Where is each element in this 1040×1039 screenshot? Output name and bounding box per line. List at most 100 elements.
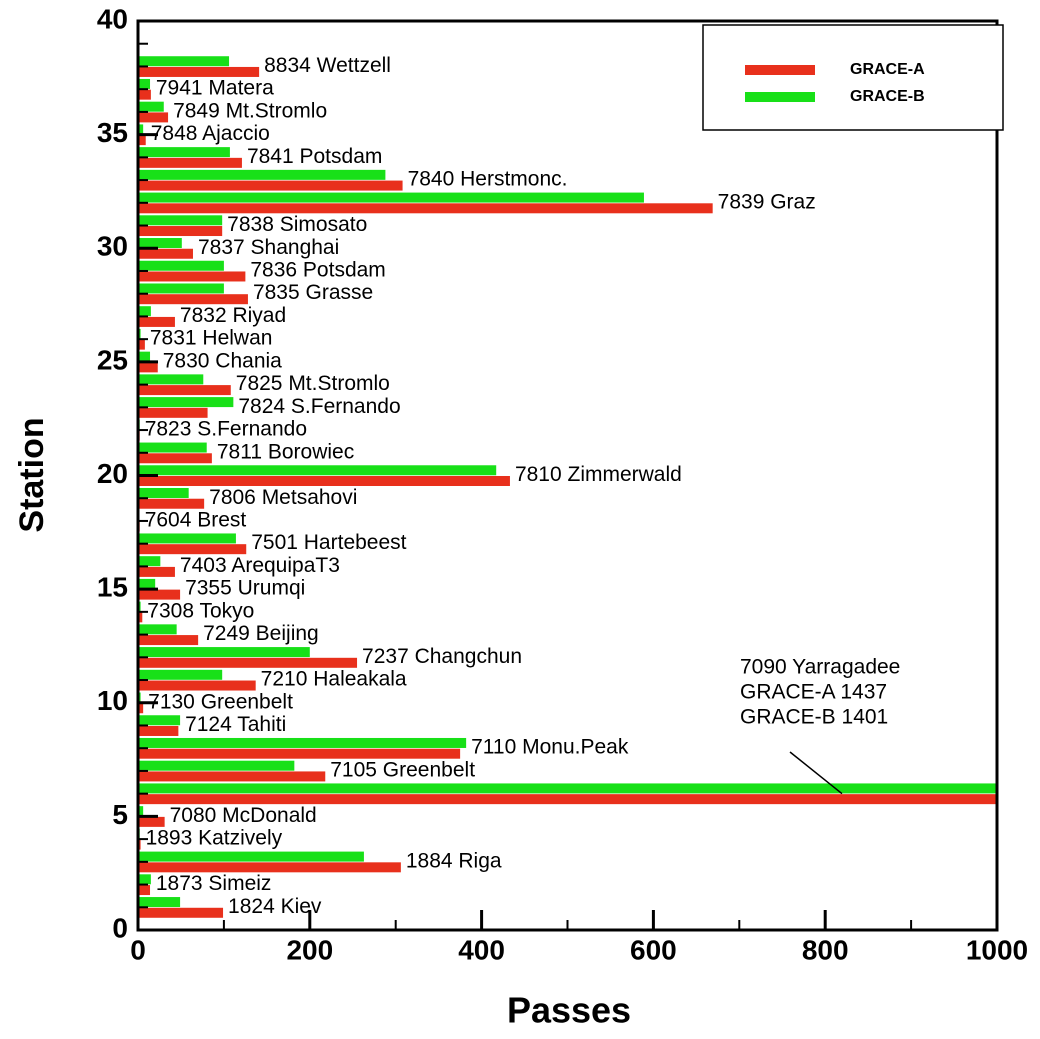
annotation: GRACE-B 1401 — [740, 706, 888, 729]
bar-label: 7835 Grasse — [253, 281, 373, 304]
bar — [138, 465, 497, 476]
bar — [138, 56, 230, 67]
bar — [138, 112, 169, 123]
x-tick-label: 400 — [458, 934, 505, 965]
bar-label: 1893 Katzively — [146, 827, 283, 850]
y-tick-label: 15 — [97, 572, 128, 603]
bar — [138, 397, 234, 408]
bar — [138, 612, 143, 623]
bar — [138, 238, 182, 249]
bar-label: 8834 Wettzell — [264, 54, 391, 77]
bar — [138, 89, 151, 100]
y-tick-label: 35 — [97, 117, 128, 148]
bar — [138, 101, 164, 112]
x-tick-label: 800 — [802, 934, 849, 965]
x-tick-label: 0 — [130, 934, 146, 965]
leader-line — [789, 751, 843, 795]
bar-label: 7830 Chania — [163, 349, 282, 372]
bar — [138, 180, 403, 191]
bar-label: 7811 Borowiec — [217, 440, 354, 463]
bar-label: 7355 Urumqi — [185, 577, 305, 600]
bar-label: 7210 Haleakala — [261, 668, 407, 691]
bar — [138, 78, 151, 89]
bar — [138, 351, 151, 362]
bar — [138, 589, 181, 600]
bar — [138, 260, 224, 271]
bar — [138, 316, 175, 327]
bar-label: 1873 Simeiz — [156, 872, 272, 895]
bar — [138, 453, 212, 464]
y-tick-label: 20 — [97, 458, 128, 489]
bar — [138, 362, 158, 373]
bar — [138, 215, 223, 226]
bar-label: 7838 Simosato — [227, 213, 367, 236]
bar-label: 7105 Greenbelt — [330, 758, 475, 781]
bar — [138, 907, 224, 918]
bar — [138, 66, 260, 77]
bar — [138, 294, 248, 305]
bar — [138, 703, 144, 714]
bar — [138, 885, 151, 896]
bar — [138, 760, 295, 771]
bar-label: 7825 Mt.Stromlo — [236, 372, 390, 395]
bar-label: 7832 Riyad — [180, 304, 286, 327]
bar — [138, 657, 358, 668]
bar — [138, 874, 151, 885]
bar-label: 7110 Monu.Peak — [471, 736, 629, 759]
bar-label: 7308 Tokyo — [147, 599, 254, 622]
bar — [138, 556, 161, 567]
bar-label: 7080 McDonald — [170, 804, 317, 827]
y-tick-label: 40 — [97, 3, 128, 34]
bar — [138, 783, 997, 794]
bar — [138, 124, 144, 135]
bar — [138, 533, 236, 544]
bar — [138, 578, 156, 589]
bar — [138, 385, 231, 396]
bar — [138, 897, 181, 908]
bar-label: 7403 ArequipaT3 — [180, 554, 340, 577]
bar-label: 7824 S.Fernando — [238, 395, 400, 418]
y-tick-label: 0 — [112, 912, 128, 943]
bar — [138, 737, 467, 748]
bar — [138, 748, 461, 759]
bar — [138, 669, 223, 680]
x-tick-label: 600 — [630, 934, 677, 965]
bar — [138, 566, 175, 577]
bar — [138, 192, 644, 203]
bar — [138, 203, 713, 214]
bar-label: 7501 Hartebeest — [251, 531, 406, 554]
bar — [138, 635, 199, 646]
legend-label: GRACE-A — [850, 61, 925, 78]
bar — [138, 157, 242, 168]
bar — [138, 283, 224, 294]
bar-label: 7837 Shanghai — [198, 236, 339, 259]
bar-label: 1824 Kiev — [228, 895, 322, 918]
bar-label: 7941 Matera — [156, 77, 274, 100]
bars — [138, 56, 997, 918]
y-tick-label: 5 — [112, 799, 128, 830]
bar-label: 7130 Greenbelt — [148, 690, 293, 713]
y-tick-label: 10 — [97, 685, 128, 716]
bar-label: 7839 Graz — [718, 190, 816, 213]
bar-label: 7841 Potsdam — [247, 145, 382, 168]
bar-label: 7848 Ajaccio — [151, 122, 270, 145]
y-tick-label: 25 — [97, 344, 128, 375]
bar — [138, 680, 256, 691]
bar — [138, 306, 151, 317]
bar — [138, 147, 230, 158]
bar-label: 7237 Changchun — [362, 645, 522, 668]
bar — [138, 271, 246, 282]
annotation: 7090 Yarragadee — [740, 656, 900, 679]
legend-label: GRACE-B — [850, 88, 925, 105]
bar — [138, 624, 177, 635]
bar — [138, 339, 145, 350]
bar — [138, 248, 193, 259]
bar-label: 7840 Herstmonc. — [408, 168, 568, 191]
bar-label: 7604 Brest — [145, 508, 247, 531]
bar — [138, 794, 997, 805]
bar — [138, 169, 386, 180]
bar-label: 7806 Metsahovi — [209, 486, 357, 509]
bar-label: 7831 Helwan — [150, 327, 273, 350]
bar — [138, 715, 181, 726]
